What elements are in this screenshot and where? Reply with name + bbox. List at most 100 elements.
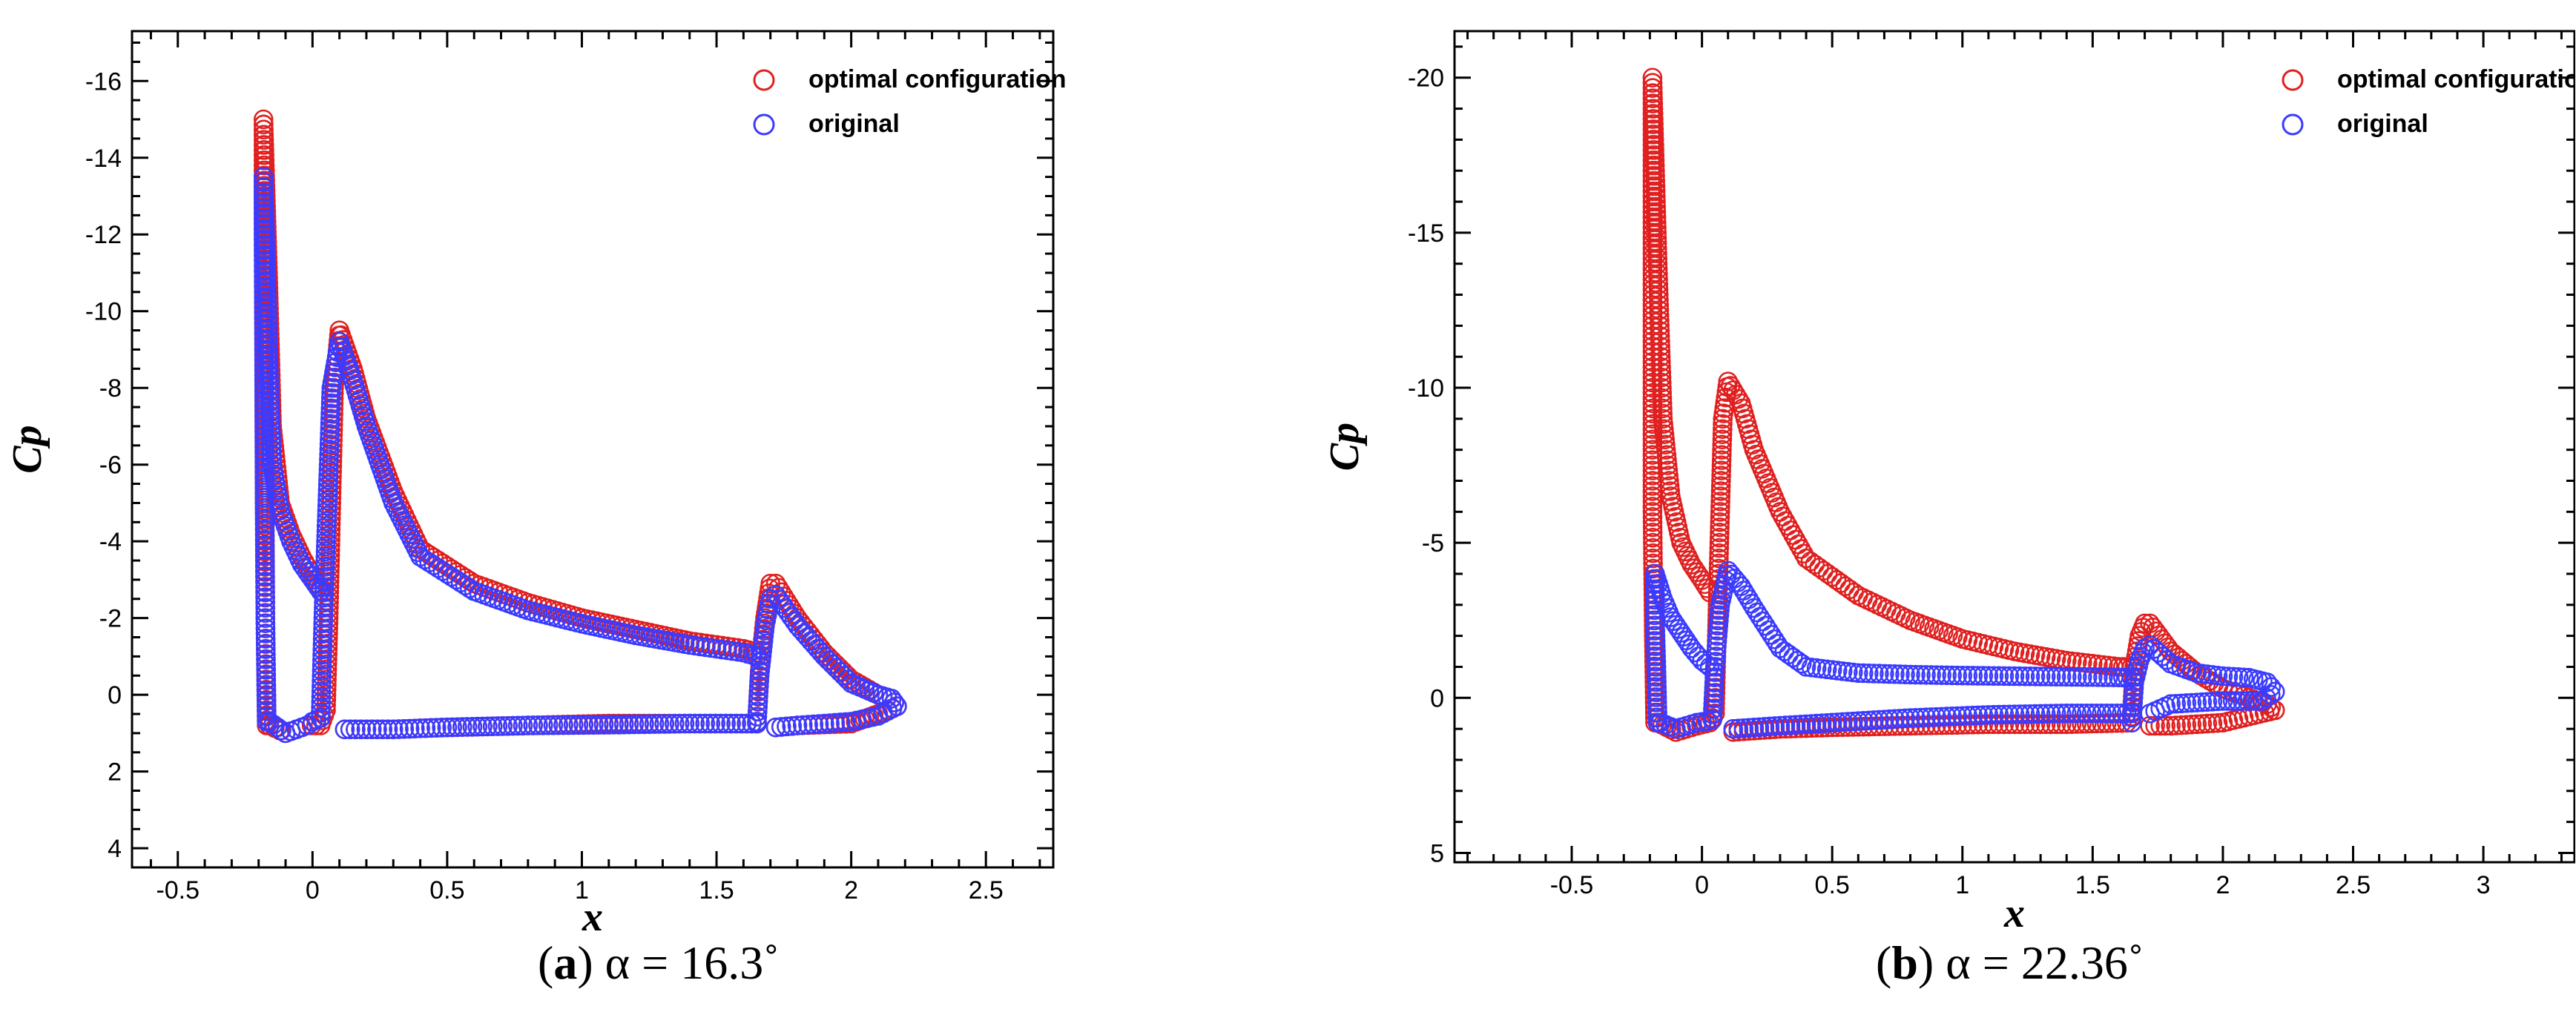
data-point-a-1 [256,644,276,664]
data-point-a-1 [389,719,409,739]
data-point-b-1 [2066,703,2086,724]
data-point-b-1 [2098,667,2118,687]
data-point-a-1 [811,642,831,663]
data-point-a-1 [588,715,609,735]
data-point-a-1 [261,434,282,454]
data-point-b-1 [1880,664,1900,684]
data-point-b-1 [2233,691,2253,711]
data-point-b-0 [1643,104,1664,124]
data-point-a-1 [254,545,275,566]
data-point-b-0 [2086,713,2107,734]
data-point-b-0 [1642,67,1663,87]
data-point-b-1 [1749,717,1770,738]
chart-a: -0.5 0 0.5 1 1.5 2 2.5 -16 -14 -12 -10 -8 -6 -4 -2 0 2 4 x… [4,30,1067,940]
data-point-b-1 [1911,664,1931,685]
data-point-a-1 [253,167,274,187]
data-point-b-1 [1707,636,1727,656]
data-point-a-1 [312,634,333,655]
data-point-a-1 [829,661,850,682]
data-point-a-1 [573,715,593,735]
data-point-b-0 [1642,522,1663,543]
data-point-a-1 [737,713,757,734]
data-point-b-0 [1651,357,1671,377]
data-point-a-1 [313,613,333,634]
data-point-a-0 [254,125,274,145]
data-point-b-0 [1712,434,1732,454]
data-point-a-1 [599,715,619,735]
data-point-a-1 [255,235,275,255]
data-point-b-1 [1900,664,1920,685]
data-point-a-1 [312,671,332,691]
data-point-b-0 [1647,248,1667,268]
data-point-b-0 [1709,538,1730,558]
data-point-a-1 [316,521,337,541]
data-point-b-0 [1650,337,1670,357]
data-point-b-1 [1703,694,1723,714]
data-point-a-1 [584,715,604,735]
data-point-b-0 [1643,78,1663,98]
data-point-b-0 [1653,403,1673,424]
data-point-a-1 [262,444,282,464]
data-point-a-1 [493,716,513,736]
data-point-b-1 [2123,692,2144,712]
data-point-b-0 [2192,714,2213,734]
data-point-b-1 [1646,646,1667,666]
legend-label-a-1: original [808,110,900,138]
data-point-b-0 [1643,83,1663,103]
data-point-b-0 [1645,165,1665,186]
data-point-b-0 [1654,419,1674,440]
data-point-b-0 [1647,243,1667,264]
data-point-a-1 [254,208,274,229]
data-point-a-1 [791,619,811,640]
data-point-b-1 [2025,666,2046,687]
data-point-b-0 [1649,295,1670,315]
data-point-b-0 [2092,713,2112,733]
data-point-b-1 [1647,697,1667,718]
data-point-a-1 [260,413,281,433]
data-point-b-1 [2072,666,2092,687]
data-point-b-0 [1710,476,1731,496]
data-point-b-1 [1989,704,2009,725]
data-point-a-1 [782,715,802,736]
data-point-b-0 [1711,460,1731,480]
data-point-b-0 [1713,414,1733,434]
data-point-a-1 [254,182,274,203]
y-axis-label-b: Cp [1322,423,1368,471]
x-tick-label-a-2: 0.5 [429,876,464,904]
data-point-b-1 [1859,664,1879,684]
x-tick-label-b-5: 2 [2216,871,2230,899]
data-point-a-1 [797,627,817,647]
data-point-a-1 [711,713,731,734]
data-point-a-0 [254,135,274,155]
data-point-b-1 [1926,707,1946,727]
data-point-b-1 [1854,711,1874,731]
data-point-b-1 [1645,631,1666,651]
data-point-a-1 [452,717,472,737]
data-point-b-0 [2202,713,2223,733]
data-point-b-1 [1704,672,1725,693]
data-point-b-1 [1647,677,1667,698]
data-point-a-1 [255,598,275,618]
data-point-b-0 [1711,450,1732,470]
data-point-b-1 [1890,709,1910,729]
x-tick-label-b-1: 0 [1695,871,1709,899]
data-point-b-1 [2252,691,2272,711]
data-point-b-1 [1843,711,1863,732]
data-point-a-1 [548,715,568,735]
data-point-b-1 [1702,710,1722,730]
data-point-a-1 [311,697,331,718]
data-point-b-1 [2056,703,2077,724]
data-point-b-0 [1652,393,1673,414]
data-point-a-1 [700,713,720,734]
data-point-a-1 [256,691,277,711]
data-point-a-1 [721,713,741,734]
data-point-b-1 [2227,691,2247,711]
data-point-b-1 [1848,711,1868,731]
data-point-b-1 [1890,664,1910,684]
data-point-b-0 [1710,492,1730,512]
data-point-a-1 [255,224,275,245]
data-point-b-1 [1916,665,1936,685]
data-point-a-1 [255,555,275,576]
data-point-a-1 [553,715,573,735]
data-point-a-1 [830,712,851,732]
